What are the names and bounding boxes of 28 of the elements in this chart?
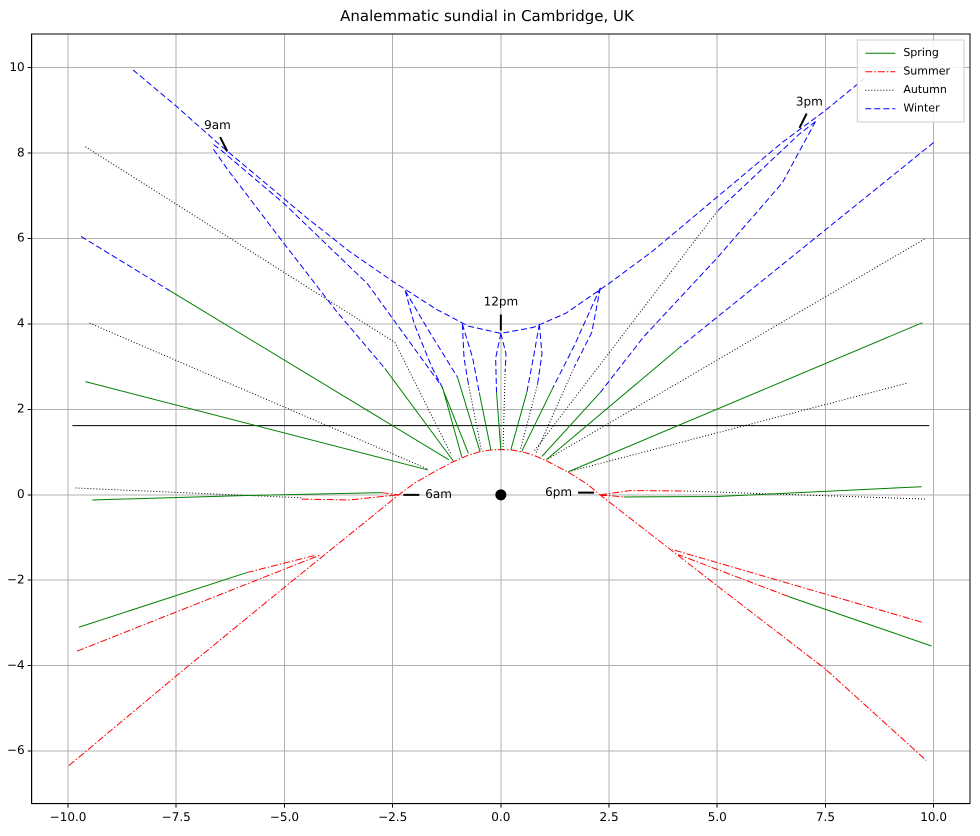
y-tick-label: 10 — [9, 60, 25, 74]
legend-label: Summer — [903, 64, 950, 78]
y-tick-label: 4 — [17, 316, 25, 330]
chart-title: Analemmatic sundial in Cambridge, UK — [340, 6, 635, 25]
y-tick-label: −4 — [6, 658, 25, 672]
x-tick-label: −7.5 — [162, 810, 191, 824]
y-tick-label: −2 — [6, 572, 25, 586]
y-tick-label: 2 — [17, 402, 25, 416]
legend-label: Autumn — [903, 83, 947, 96]
annotation: 3pm — [796, 94, 823, 108]
annotation: 6am — [425, 486, 452, 501]
annotation: 12pm — [484, 294, 518, 309]
y-tick-label: 8 — [17, 145, 25, 160]
annotation: 9am — [204, 118, 231, 132]
x-tick-label: −5.0 — [270, 810, 300, 824]
x-tick-label: 5.0 — [708, 810, 727, 824]
x-tick-label: 10.0 — [920, 810, 948, 824]
x-tick-label: −10.0 — [50, 810, 86, 824]
x-tick-label: 7.5 — [816, 810, 835, 824]
x-tick-label: 2.5 — [600, 810, 619, 824]
x-tick-label: −2.5 — [378, 810, 408, 824]
annotation: 6pm — [545, 484, 572, 499]
x-tick-label: 0.0 — [491, 810, 510, 824]
y-tick-label: 0 — [17, 486, 25, 501]
legend-label: Spring — [903, 46, 939, 60]
legend-label: Winter — [903, 102, 940, 115]
y-tick-label: 6 — [17, 230, 25, 245]
y-tick-label: −6 — [6, 743, 25, 758]
